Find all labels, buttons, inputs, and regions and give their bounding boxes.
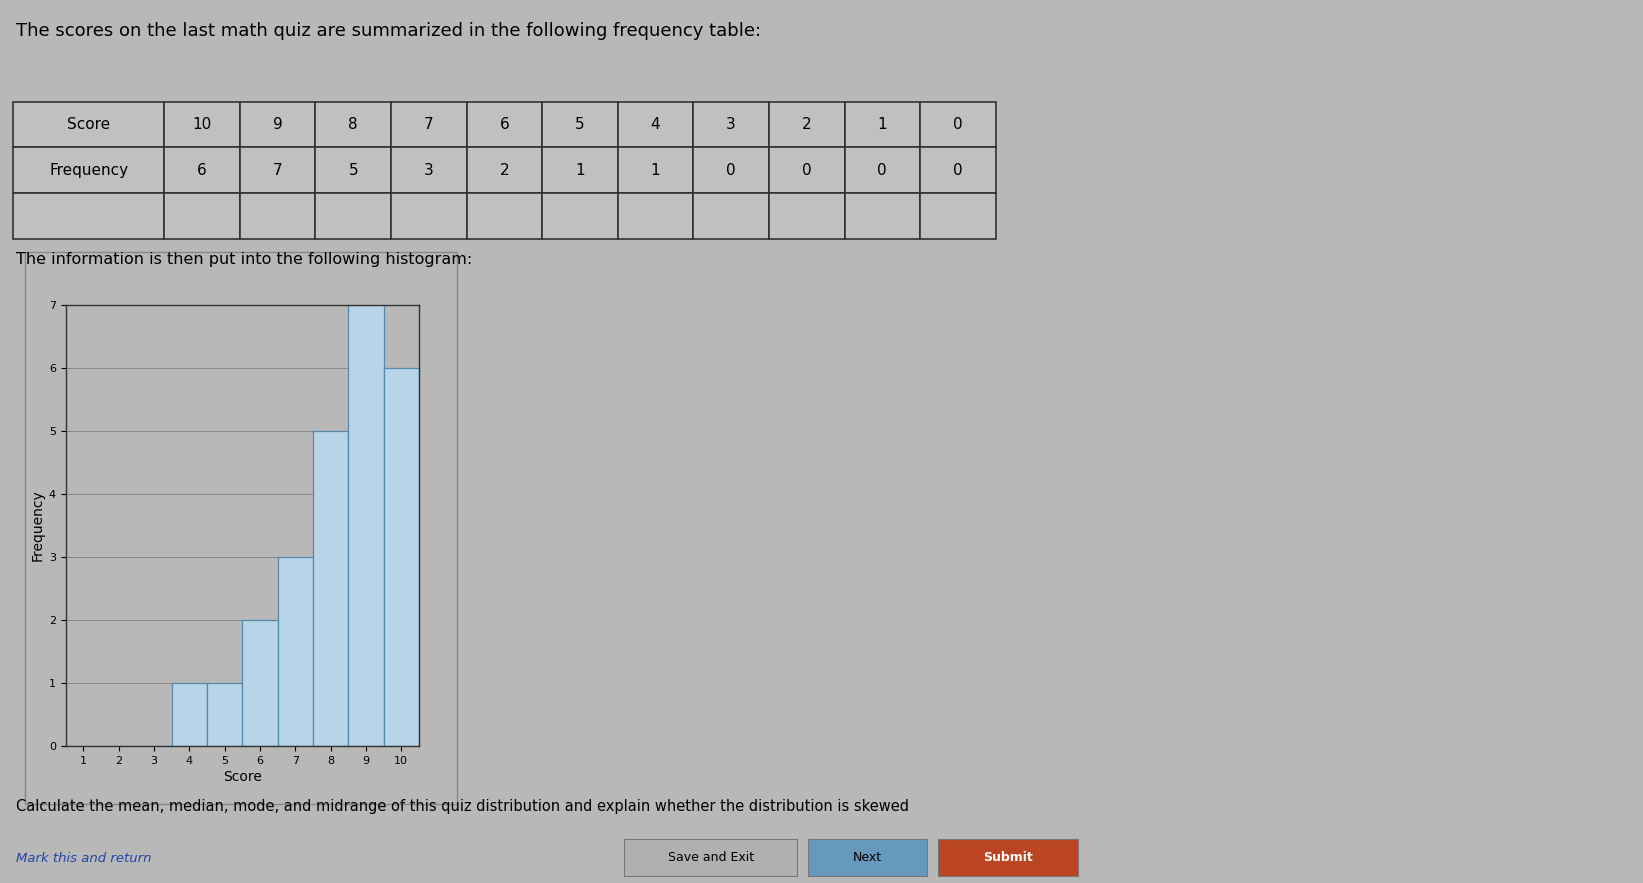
Text: 1: 1 [651, 163, 660, 177]
Text: 3: 3 [424, 163, 434, 177]
Text: 4: 4 [651, 117, 660, 132]
Text: 6: 6 [499, 117, 509, 132]
Text: 0: 0 [877, 163, 887, 177]
Bar [207, 683, 243, 746]
Y-axis label: Frequency: Frequency [31, 489, 44, 562]
Text: 6: 6 [197, 163, 207, 177]
Bar [314, 431, 348, 746]
Text: Submit: Submit [983, 851, 1033, 864]
Text: Calculate the mean, median, mode, and midrange of this quiz distribution and exp: Calculate the mean, median, mode, and mi… [16, 799, 910, 814]
Bar [278, 557, 314, 746]
Text: Frequency: Frequency [49, 163, 128, 177]
Text: 0: 0 [953, 117, 963, 132]
Text: The scores on the last math quiz are summarized in the following frequency table: The scores on the last math quiz are sum… [16, 22, 762, 40]
Text: 1: 1 [575, 163, 585, 177]
Text: The information is then put into the following histogram:: The information is then put into the fol… [16, 252, 473, 267]
Bar [348, 305, 383, 746]
Text: 7: 7 [424, 117, 434, 132]
Text: Save and Exit: Save and Exit [667, 851, 754, 864]
X-axis label: Score: Score [223, 770, 261, 784]
Bar [384, 367, 419, 746]
Text: Score: Score [67, 117, 110, 132]
Text: 2: 2 [499, 163, 509, 177]
Text: 0: 0 [726, 163, 736, 177]
Text: 8: 8 [348, 117, 358, 132]
Text: 0: 0 [802, 163, 812, 177]
Text: 1: 1 [877, 117, 887, 132]
Text: 2: 2 [802, 117, 812, 132]
Text: Mark this and return: Mark this and return [16, 852, 151, 864]
Text: 7: 7 [273, 163, 283, 177]
Text: 9: 9 [273, 117, 283, 132]
Text: 5: 5 [348, 163, 358, 177]
Text: 0: 0 [953, 163, 963, 177]
Bar [171, 683, 207, 746]
Bar [243, 620, 278, 746]
Text: 10: 10 [192, 117, 212, 132]
Text: Next: Next [853, 851, 882, 864]
Text: 3: 3 [726, 117, 736, 132]
Text: 5: 5 [575, 117, 585, 132]
